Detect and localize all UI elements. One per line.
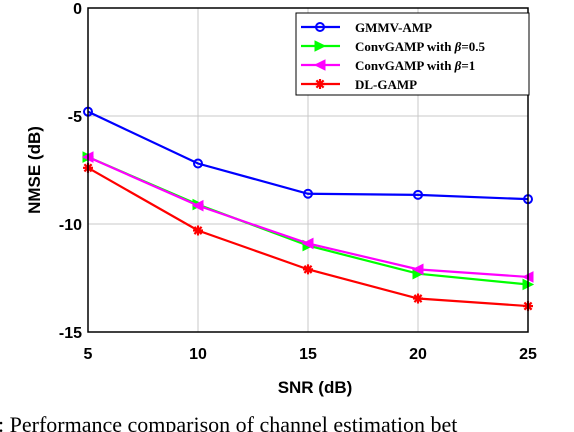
legend-swatch-marker — [314, 40, 327, 52]
data-point-s3-3 — [413, 293, 423, 304]
legend-label-suffix: =0.5 — [461, 39, 485, 54]
y-tick-label: 0 — [73, 1, 82, 18]
x-tick-label: 10 — [189, 346, 207, 363]
legend-label-prefix: ConvGAMP with — [355, 58, 455, 73]
figure-caption: : Performance comparison of channel esti… — [0, 412, 457, 432]
legend-entry-3: DL-GAMP — [301, 77, 417, 92]
legend-label-symbol: β — [454, 39, 462, 54]
data-point-s0-3 — [413, 189, 423, 200]
legend-entry-1: ConvGAMP with β=0.5 — [301, 39, 486, 54]
y-axis-label: NMSE (dB) — [25, 126, 44, 214]
legend-label: GMMV-AMP — [355, 20, 432, 35]
data-point-s0-2 — [303, 188, 313, 199]
plot-frame — [87, 7, 529, 333]
data-point-s2-1 — [191, 199, 204, 212]
x-tick-label: 20 — [409, 346, 427, 363]
y-tick-label: -10 — [59, 217, 82, 234]
data-point-s2-3 — [411, 263, 424, 276]
tick-labels: 5 10 15 20 25 0 -5 -10 -15 — [59, 1, 537, 363]
legend-label-prefix: ConvGAMP with — [355, 39, 455, 54]
data-point-s3-1 — [193, 225, 203, 236]
data-point-s3-2 — [303, 264, 313, 275]
y-tick-label: -15 — [59, 325, 82, 342]
legend-label: ConvGAMP with β=0.5 — [355, 39, 486, 54]
legend-swatch-marker — [315, 79, 325, 89]
data-point-s2-2 — [301, 237, 314, 250]
legend-label: ConvGAMP with β=1 — [355, 58, 475, 73]
legend-swatch-marker — [315, 22, 325, 32]
x-tick-label: 15 — [299, 346, 317, 363]
x-axis-label: SNR (dB) — [278, 378, 353, 397]
legend-swatch-marker — [313, 59, 326, 71]
legend-label-symbol: β — [454, 58, 462, 73]
legend-entry-0: GMMV-AMP — [301, 20, 432, 35]
legend-label: DL-GAMP — [355, 77, 417, 92]
series-line-0 — [87, 110, 529, 201]
x-tick-label: 25 — [519, 346, 537, 363]
legend-entry-2: ConvGAMP with β=1 — [301, 58, 475, 73]
x-tick-label: 5 — [84, 346, 93, 363]
legend-label-suffix: =1 — [461, 58, 475, 73]
data-point-s0-1 — [193, 158, 203, 169]
y-tick-label: -5 — [68, 109, 82, 126]
